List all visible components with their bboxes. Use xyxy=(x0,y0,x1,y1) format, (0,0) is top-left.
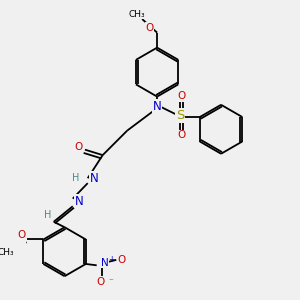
Text: H: H xyxy=(44,210,51,220)
Text: N: N xyxy=(101,258,109,268)
Text: O: O xyxy=(178,91,186,101)
Text: +: + xyxy=(109,255,115,264)
Text: O: O xyxy=(17,230,25,240)
Text: N: N xyxy=(75,195,83,208)
Text: O: O xyxy=(117,255,125,265)
Text: N: N xyxy=(90,172,98,185)
Text: O: O xyxy=(178,130,186,140)
Text: O: O xyxy=(74,142,82,152)
Text: O: O xyxy=(97,277,105,287)
Text: H: H xyxy=(72,173,79,183)
Text: S: S xyxy=(176,109,184,122)
Text: O: O xyxy=(146,23,154,33)
Text: CH₃: CH₃ xyxy=(0,248,14,257)
Text: N: N xyxy=(153,100,161,112)
Text: ⁻: ⁻ xyxy=(109,278,113,286)
Text: CH₃: CH₃ xyxy=(128,10,145,19)
